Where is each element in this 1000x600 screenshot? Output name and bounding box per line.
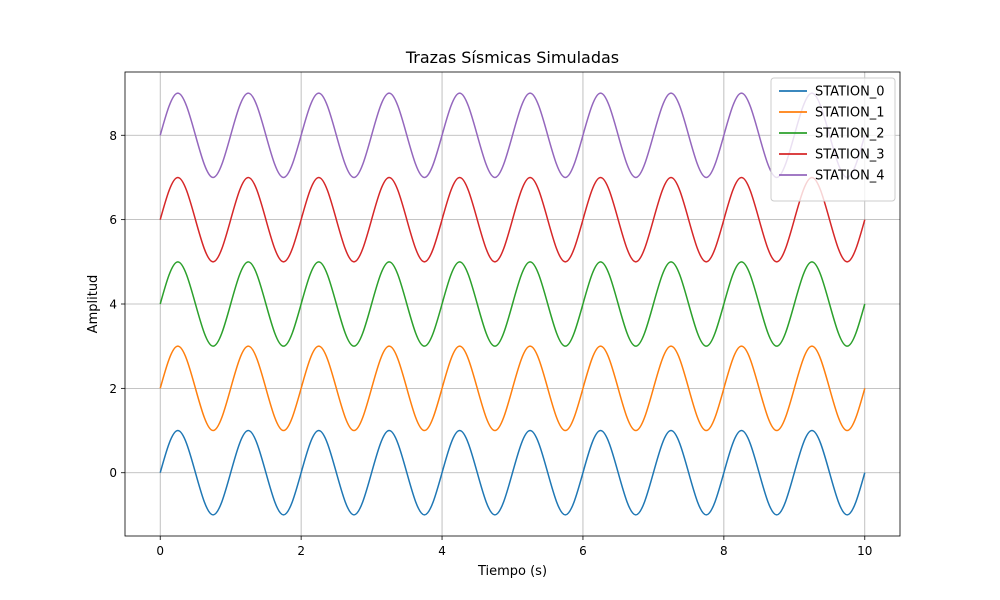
legend-label: STATION_0	[815, 85, 885, 100]
y-tick-label: 0	[109, 466, 117, 480]
legend: STATION_0 STATION_1 STATION_2 STATION_3 STAT…	[770, 77, 896, 202]
x-tick-label: 10	[857, 544, 872, 558]
x-tick-label: 4	[438, 544, 446, 558]
legend-label: STATION_3	[815, 148, 885, 163]
series-line-station-0	[159, 429, 866, 516]
y-tick-label: 8	[109, 129, 117, 143]
chart-title: Trazas Sísmicas Simuladas	[405, 48, 619, 67]
y-tick-label: 2	[109, 382, 117, 396]
y-tick-label: 6	[109, 213, 117, 227]
legend-label: STATION_4	[815, 169, 885, 184]
x-tick-label: 6	[579, 544, 587, 558]
x-tick-label: 8	[720, 544, 728, 558]
y-axis-label: Amplitud	[86, 275, 101, 334]
x-axis-label: Tiempo (s)	[477, 564, 547, 579]
axis-ticks: 0 2 4 6 8 10 0 2 4 6 8	[109, 129, 872, 558]
legend-box	[770, 77, 896, 202]
series-line-station-1	[159, 345, 866, 432]
y-tick-label: 4	[109, 298, 117, 312]
x-tick-label: 0	[156, 544, 164, 558]
legend-label: STATION_2	[815, 127, 885, 142]
series-line-station-4	[159, 92, 866, 179]
series-line-station-2	[159, 261, 866, 347]
series-lines	[159, 92, 866, 516]
x-tick-label: 2	[297, 544, 305, 558]
legend-label: STATION_1	[815, 106, 885, 121]
series-line-station-3	[159, 176, 866, 263]
